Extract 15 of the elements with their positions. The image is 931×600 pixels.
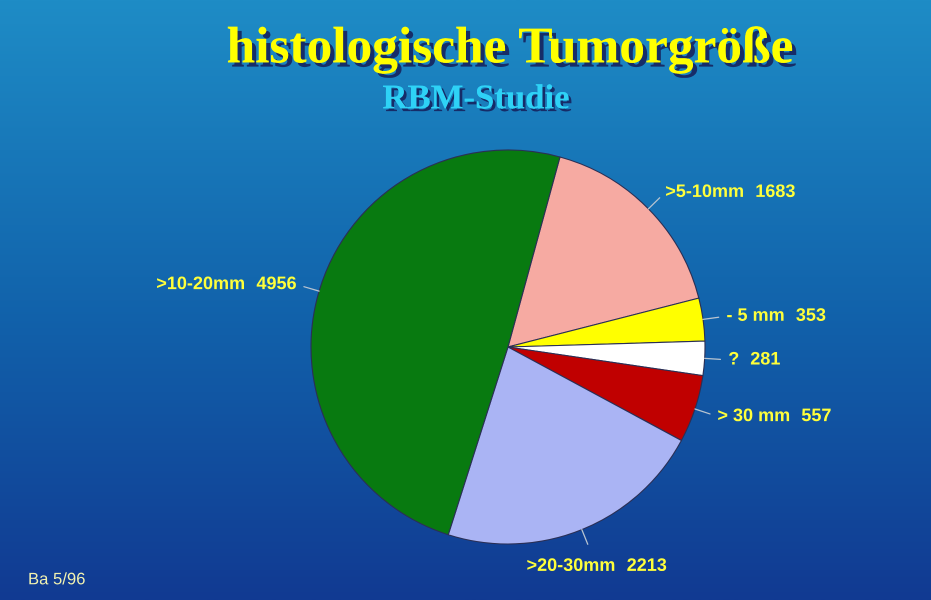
text: Ba 5/96 [29, 572, 85, 584]
slice-label: ? [729, 352, 738, 364]
data-label: 281 [750, 352, 780, 365]
slice-label: > 30 mm [718, 408, 790, 422]
slice-label: >10-20mm [157, 276, 244, 290]
chart-title: histologische Tumorgröße [228, 26, 796, 78]
data-label: 4956 [256, 276, 296, 290]
chart-subtitle: RBM-Studie [383, 84, 572, 112]
slice-label: - 5 mm [727, 308, 784, 321]
data-label: 353 [796, 308, 826, 321]
data-label: 557 [802, 408, 831, 422]
slice-label: >20-30mm [527, 558, 614, 572]
data-label: 2213 [627, 558, 666, 572]
data-label: 1683 [756, 184, 795, 198]
slice-label: >5-10mm [666, 184, 743, 198]
